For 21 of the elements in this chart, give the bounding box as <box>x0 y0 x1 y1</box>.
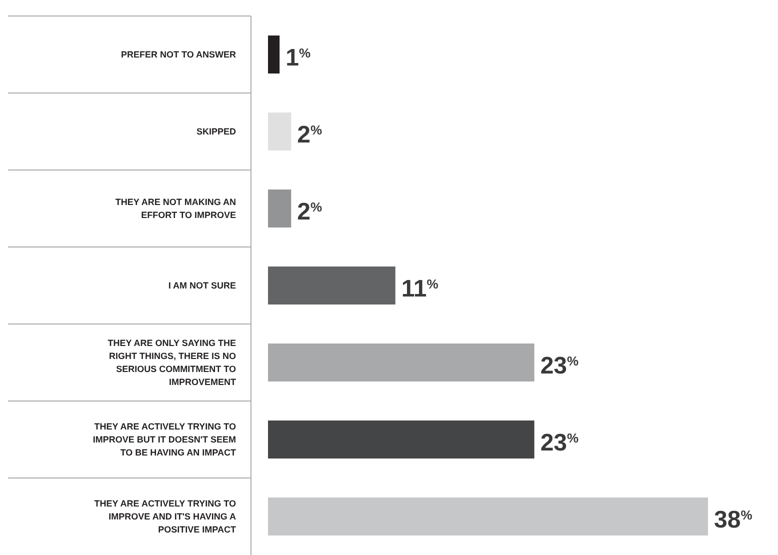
data-label: 2$^{%}$ <box>297 198 323 226</box>
bar <box>268 420 534 458</box>
bar <box>268 112 292 150</box>
data-label: 11$^{%}$ <box>401 276 439 302</box>
y-tick-label: THEY ARE NOT MAKING AN EFFORT TO IMPROVE <box>115 197 236 220</box>
data-label: 23$^{%}$ <box>540 430 580 456</box>
data-label: 1$^{%}$ <box>286 44 311 72</box>
y-tick-label: I AM NOT SURE <box>168 280 236 291</box>
bar <box>268 190 292 228</box>
data-label: 38$^{%}$ <box>714 506 753 534</box>
data-label: 23$^{%}$ <box>540 352 580 380</box>
data-label: 2$^{%}$ <box>297 122 323 148</box>
bar <box>268 266 396 304</box>
y-tick-label: PREFER NOT TO ANSWER <box>120 50 236 60</box>
y-tick-label: THEY ARE ACTIVELY TRYING TO IMPROVE BUT IT DOESN'T SEEM TO BE HAVING AN IMPACT <box>92 422 236 458</box>
bar <box>268 498 708 536</box>
bar <box>268 36 280 74</box>
y-tick-label: SKIPPED <box>196 126 236 137</box>
y-tick-label: THEY ARE ONLY SAYING THE RIGHT THINGS, THERE IS NO SERIOUS COMMITMENT TO IMPROVEMENT <box>108 338 236 388</box>
y-tick-label: THEY ARE ACTIVELY TRYING TO IMPROVE AND IT'S HAVING A POSITIVE IMPACT <box>94 498 236 535</box>
bar <box>268 344 534 382</box>
